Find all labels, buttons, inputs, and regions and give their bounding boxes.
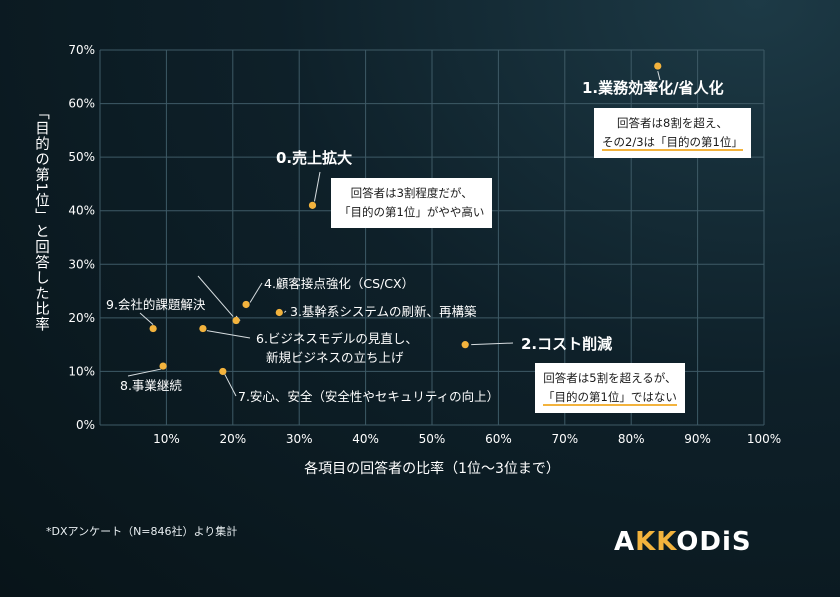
point-label: 9.会社的課題解決: [106, 297, 206, 312]
data-point: [232, 316, 240, 325]
data-points: [149, 62, 662, 376]
leader-line: [471, 342, 514, 346]
data-point: [219, 367, 227, 376]
y-axis-title: 「目的の第1位」と回答した比率: [33, 105, 49, 333]
footnote: *DXアンケート（N=846社）より集計: [46, 525, 238, 538]
x-tick-label: 100%: [747, 432, 781, 446]
point-labels: 0.売上拡大 1.業務効率化/省人化 2.コスト削減 3.基幹系システムの刷新、再構築…: [106, 79, 724, 404]
x-tick-label: 10%: [153, 432, 180, 446]
callout-2: 回答者は5割を超えるが、 「目的の第1位」ではない: [535, 363, 685, 413]
data-point: [199, 324, 207, 333]
x-tick-label: 30%: [286, 432, 313, 446]
data-point: [149, 324, 157, 333]
point-label: 1.業務効率化/省人化: [582, 79, 724, 97]
y-tick-label: 30%: [68, 257, 95, 271]
x-tick-label: 90%: [684, 432, 711, 446]
x-tick-label: 40%: [352, 432, 379, 446]
data-point: [275, 308, 283, 317]
y-tick-label: 40%: [68, 204, 95, 218]
callout-0-line2: 「目的の第1位」がやや高い: [339, 205, 485, 219]
point-label: 新規ビジネスの立ち上げ: [266, 350, 404, 365]
x-tick-label: 50%: [419, 432, 446, 446]
x-tick-label: 70%: [551, 432, 578, 446]
callout-0-line1: 回答者は3割程度だが、: [350, 186, 473, 200]
y-tick-label: 60%: [68, 97, 95, 111]
x-axis-title: 各項目の回答者の比率（1位〜3位まで）: [304, 460, 560, 477]
leader-line: [313, 171, 321, 202]
point-label: 3.基幹系システムの刷新、再構築: [290, 304, 477, 319]
point-label: 7.安心、安全（安全性やセキュリティの向上）: [238, 389, 499, 404]
callout-1-line1: 回答者は8割を超え、: [617, 116, 728, 130]
callout-2-line2: 「目的の第1位」ではない: [543, 390, 677, 406]
data-point: [461, 341, 469, 349]
leader-line: [249, 282, 263, 303]
point-label: 2.コスト削減: [521, 335, 612, 353]
leader-line: [197, 275, 234, 317]
leader-line: [206, 330, 251, 339]
point-label: 6.ビジネスモデルの見直し、: [256, 331, 418, 346]
point-label: 8.事業継続: [120, 378, 182, 393]
leader-line: [657, 70, 661, 81]
y-tick-labels: 0% 10% 20% 30% 40% 50% 60% 70%: [68, 43, 95, 432]
callout-1-line2: その2/3は「目的の第1位」: [602, 135, 743, 151]
leader-line: [139, 312, 154, 325]
y-tick-label: 10%: [68, 364, 95, 378]
leader-line: [283, 310, 287, 313]
x-tick-label: 20%: [219, 432, 246, 446]
point-label: 0.売上拡大: [276, 149, 352, 167]
x-tick-label: 60%: [485, 432, 512, 446]
data-point: [242, 300, 250, 309]
leader-lines: [127, 70, 661, 397]
data-point: [654, 62, 662, 70]
company-logo: AKKODiS: [614, 527, 752, 557]
y-tick-label: 0%: [76, 418, 95, 432]
data-point: [159, 362, 167, 370]
data-point: [308, 201, 317, 209]
callout-0: 回答者は3割程度だが、 「目的の第1位」がやや高い: [331, 178, 493, 228]
leader-line: [224, 374, 237, 397]
y-tick-label: 70%: [68, 43, 95, 57]
x-tick-labels: 10% 20% 30% 40% 50% 60% 70% 80% 90% 100%: [153, 432, 781, 446]
point-label: 4.顧客接点強化（CS/CX）: [264, 276, 414, 291]
x-tick-label: 80%: [618, 432, 645, 446]
callout-1: 回答者は8割を超え、 その2/3は「目的の第1位」: [594, 108, 751, 158]
y-tick-label: 20%: [68, 311, 95, 325]
y-tick-label: 50%: [68, 150, 95, 164]
leader-line: [127, 368, 162, 377]
callout-2-line1: 回答者は5割を超えるが、: [543, 371, 677, 385]
